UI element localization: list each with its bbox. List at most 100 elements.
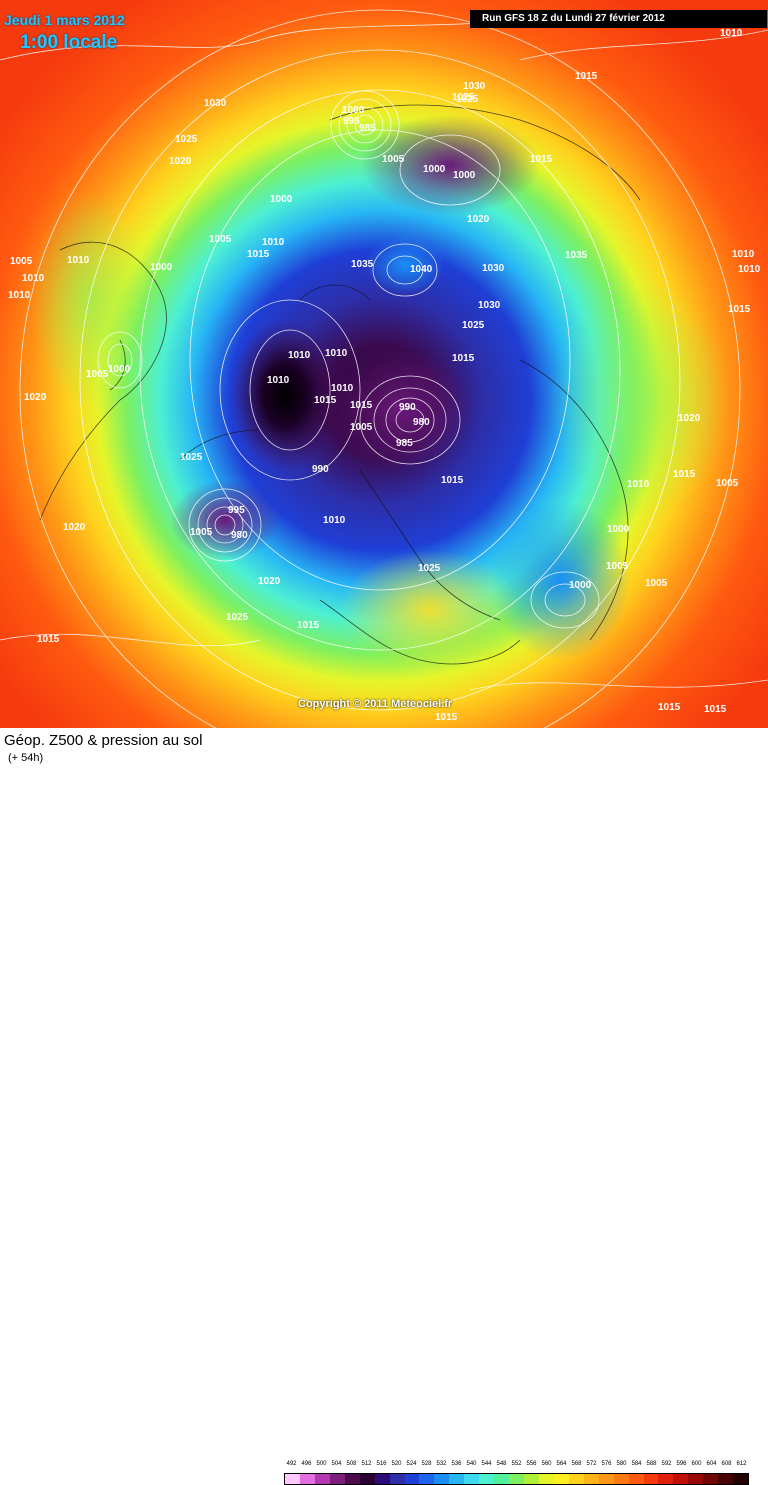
color-scale-swatch: [718, 1474, 734, 1484]
isobar-label: 1015: [530, 154, 553, 165]
color-scale-swatch: [344, 1474, 360, 1484]
isobar-label: 1005: [209, 234, 232, 245]
color-scale-label: 568: [571, 1461, 582, 1467]
isobar-label: 1035: [351, 259, 374, 270]
isobar-label: 980: [231, 530, 248, 541]
color-scale-label: 580: [616, 1461, 627, 1467]
trough-siberia: [360, 115, 540, 215]
geopotential-map-svg: 1030 1025 1020 1010 1005 1000 1015 1005 …: [0, 0, 768, 728]
color-scale-label: 608: [721, 1461, 732, 1467]
color-scale-swatch: [538, 1474, 554, 1484]
isobar-label: 1030: [478, 300, 501, 311]
isobar-label: 1010: [331, 383, 354, 394]
coastlines: [39, 104, 641, 665]
color-scale-label: 520: [391, 1461, 402, 1467]
color-scale-bar: [284, 1473, 749, 1485]
map-footer: Géop. Z500 & pression au sol (+ 54h) 492…: [0, 728, 768, 1485]
isobar-label: 1005: [350, 422, 373, 433]
color-scale-swatch: [494, 1474, 510, 1484]
color-scale-swatch: [449, 1474, 465, 1484]
isobar-label: 1000: [607, 524, 630, 535]
isobars: [0, 9, 768, 728]
color-scale-label: 564: [556, 1461, 567, 1467]
isobar-label: 1015: [37, 634, 60, 645]
isobar-label: 1000: [453, 170, 476, 181]
isobar-label: 1010: [720, 28, 743, 39]
color-scale-swatch: [733, 1474, 749, 1484]
isobar-label: 1015: [704, 704, 727, 715]
color-scale-label: 548: [496, 1461, 507, 1467]
color-scale-swatch: [583, 1474, 599, 1484]
color-scale-label: 592: [661, 1461, 672, 1467]
color-scale-swatch: [374, 1474, 390, 1484]
isobar-label: 1025: [462, 320, 485, 331]
isobar-label: 1010: [67, 255, 90, 266]
color-scale-swatch: [359, 1474, 375, 1484]
isobar-label: 1010: [325, 348, 348, 359]
color-scale-label: 492: [286, 1461, 297, 1467]
isobar-label: 985: [396, 438, 413, 449]
isobar-label: 1015: [575, 71, 598, 82]
color-scale-label: 512: [361, 1461, 372, 1467]
isobar-label: 1035: [565, 250, 588, 261]
color-scale-swatch: [434, 1474, 450, 1484]
isobar-label: 1020: [63, 522, 86, 533]
isobar-label: 1025: [175, 134, 198, 145]
isobar-label: 1025: [452, 92, 475, 103]
forecast-local-time: 1:00 locale: [20, 32, 118, 53]
isobar-label: 1015: [435, 712, 458, 723]
color-scale-label: 500: [316, 1461, 327, 1467]
model-run-info: Run GFS 18 Z du Lundi 27 février 2012: [470, 10, 767, 28]
isobar-label: 1025: [456, 94, 479, 105]
isobar-label: 1000: [342, 105, 365, 116]
isobar-label: 1015: [350, 400, 373, 411]
color-scale-swatch: [703, 1474, 719, 1484]
isobar-labels: 1030 1025 1020 1010 1005 1000 1015 1005 …: [8, 28, 761, 723]
color-scale-swatch: [464, 1474, 480, 1484]
color-scale-label: 572: [586, 1461, 597, 1467]
isobar-label: 1015: [247, 249, 270, 260]
color-scale-label: 596: [676, 1461, 687, 1467]
isobar-label: 1000: [423, 164, 446, 175]
color-scale-swatch: [404, 1474, 420, 1484]
polar-vortex-core: [230, 320, 340, 470]
color-scale-swatch: [598, 1474, 614, 1484]
isobar-label: 1015: [452, 353, 475, 364]
map-title: Géop. Z500 & pression au sol: [4, 732, 203, 749]
isobar-label: 1000: [108, 364, 131, 375]
color-scale-label: 612: [736, 1461, 747, 1467]
color-scale-swatch: [524, 1474, 539, 1484]
warm-area-asia: [550, 280, 730, 520]
color-scale-swatch: [628, 1474, 644, 1484]
isobar-label: 990: [399, 402, 416, 413]
ridge-europe: [340, 550, 520, 670]
isobar-label: 985: [359, 123, 376, 134]
isobar-label: 1005: [86, 369, 109, 380]
isobar-label: 995: [228, 505, 245, 516]
color-scale-swatch: [658, 1474, 674, 1484]
warm-area-america: [30, 190, 150, 410]
color-scale-label: 536: [451, 1461, 462, 1467]
isobar-label: 1000: [569, 580, 592, 591]
color-scale-swatch: [643, 1474, 659, 1484]
color-scale-swatch: [479, 1474, 495, 1484]
copyright-notice: Copyright © 2011 Meteociel.fr: [298, 698, 453, 710]
isobar-label: 1010: [627, 479, 650, 490]
isobar-label: 1040: [410, 264, 433, 275]
isobar-label: 1015: [314, 395, 337, 406]
isobar-label: 1030: [482, 263, 505, 274]
isobar-label: 1010: [22, 273, 45, 284]
color-scale-swatch: [553, 1474, 569, 1484]
color-scale-label: 544: [481, 1461, 492, 1467]
color-scale-label: 584: [631, 1461, 642, 1467]
isobar-label: 1005: [716, 478, 739, 489]
isobar-label: 1010: [267, 375, 290, 386]
isobar-label: 1020: [24, 392, 47, 403]
isobar-label: 1010: [732, 249, 755, 260]
color-scale-label: 552: [511, 1461, 522, 1467]
color-scale-swatch: [285, 1474, 300, 1484]
isobar-label: 1025: [180, 452, 203, 463]
isobar-label: 1000: [150, 262, 173, 273]
isobar-label: 1010: [288, 350, 311, 361]
color-scale-swatch: [389, 1474, 405, 1484]
